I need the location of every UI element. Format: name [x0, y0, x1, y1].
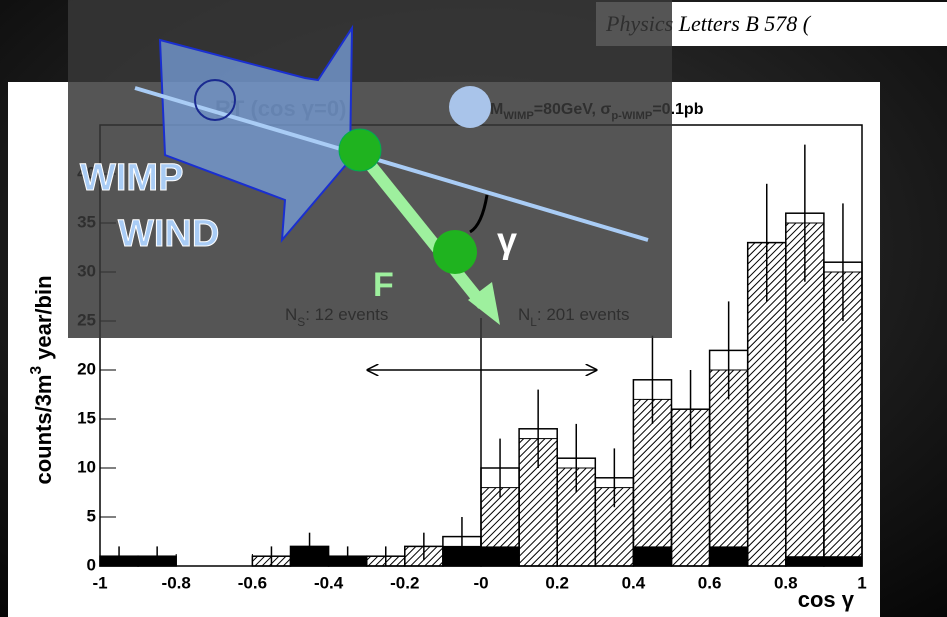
y-tick-label: 0 — [87, 555, 96, 574]
y-axis-label: counts/3m3 year/bin — [28, 275, 56, 484]
x-tick-label: -0 — [473, 573, 488, 592]
bar — [632, 398, 673, 567]
force-arrow — [355, 148, 488, 309]
y-axis-label-part: counts/3m — [31, 375, 56, 485]
x-tick-label: 0.8 — [774, 573, 798, 592]
x-tick-label: 0.4 — [622, 573, 646, 592]
bar — [633, 546, 672, 566]
angle-arc — [469, 194, 489, 234]
x-tick-label: -0.8 — [162, 573, 191, 592]
x-tick-label: 0.6 — [698, 573, 722, 592]
y-tick-label: 15 — [77, 408, 96, 427]
bar — [709, 369, 749, 567]
green-ball — [338, 128, 382, 172]
x-tick-label: -0.2 — [390, 573, 419, 592]
wimp-label: WIMP — [80, 157, 183, 199]
bar — [709, 546, 748, 566]
y-axis-label-part: 3 — [28, 366, 45, 375]
y-tick-label: 10 — [77, 457, 96, 476]
overlay: WIMP WIND F γ — [68, 0, 672, 338]
x-tick-label: -1 — [92, 573, 107, 592]
force-arrowhead — [468, 282, 500, 325]
surface-line — [134, 86, 649, 242]
x-tick-label: 0.2 — [545, 573, 569, 592]
y-tick-label: 20 — [77, 359, 96, 378]
y-axis-label-part: year/bin — [31, 275, 56, 365]
angle-label: γ — [497, 220, 517, 261]
wind-label: WIND — [118, 213, 219, 255]
y-tick-label: 5 — [87, 506, 96, 525]
bar — [785, 556, 824, 566]
force-label: F — [373, 266, 394, 304]
bar — [481, 546, 520, 566]
blue-circle — [449, 86, 491, 128]
x-axis-label: cos γ — [798, 587, 855, 612]
green-ball — [433, 230, 477, 274]
x-tick-label: -0.4 — [314, 573, 344, 592]
bar — [823, 556, 862, 566]
x-tick-label: 1 — [857, 573, 866, 592]
circle-outline — [194, 79, 236, 121]
x-tick-label: -0.6 — [238, 573, 267, 592]
